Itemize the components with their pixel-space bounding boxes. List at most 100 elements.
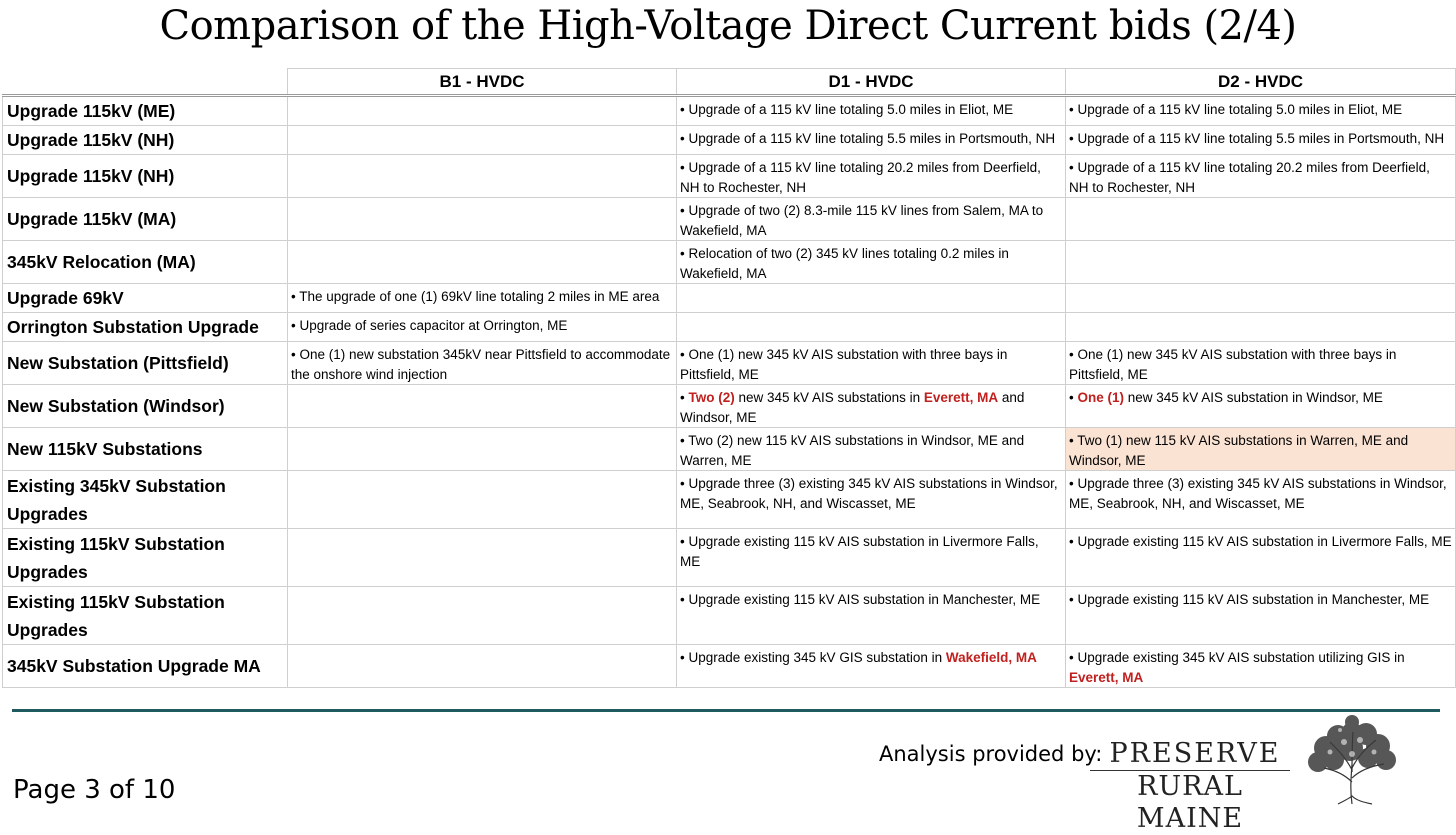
cell-d1: • Upgrade existing 115 kV AIS substation… bbox=[676, 528, 1066, 587]
emphasis-text: One (1) bbox=[1077, 390, 1124, 405]
page-number: Page 3 of 10 bbox=[13, 775, 176, 805]
table-row: Upgrade 115kV (NH) • Upgrade of a 115 kV … bbox=[2, 154, 1456, 198]
cell-text: • Two (2) new 115 kV AIS substations in … bbox=[680, 433, 1025, 468]
row-label: New Substation (Windsor) bbox=[2, 384, 288, 428]
cell-d1: • One (1) new 345 kV AIS substation with… bbox=[676, 341, 1066, 385]
table-row: New Substation (Windsor) • Two (2) new 34… bbox=[2, 384, 1456, 428]
table-row: Existing 345kV Substation Upgrades • Upgr… bbox=[2, 470, 1456, 529]
cell-d2: • Two (1) new 115 kV AIS substations in … bbox=[1065, 427, 1456, 471]
row-label: Upgrade 69kV bbox=[2, 283, 288, 313]
cell-d2 bbox=[1065, 312, 1456, 342]
row-label: Upgrade 115kV (NH) bbox=[2, 154, 288, 198]
table-row: Upgrade 115kV (NH) • Upgrade of a 115 kV … bbox=[2, 125, 1456, 155]
row-label: Upgrade 115kV (MA) bbox=[2, 197, 288, 241]
column-header-d2: D2 - HVDC bbox=[1065, 68, 1456, 97]
table-header-row: B1 - HVDC D1 - HVDC D2 - HVDC bbox=[2, 68, 1456, 97]
table-row: Orrington Substation Upgrade • Upgrade of… bbox=[2, 312, 1456, 342]
cell-b1 bbox=[287, 95, 677, 126]
cell-text: • Upgrade existing 345 kV GIS substation… bbox=[680, 650, 946, 665]
cell-text: new 345 kV AIS substation in Windsor, ME bbox=[1124, 390, 1383, 405]
cell-d2: • Upgrade existing 115 kV AIS substation… bbox=[1065, 586, 1456, 645]
cell-text: • Upgrade of a 115 kV line totaling 20.2… bbox=[680, 160, 1041, 195]
cell-text: • bbox=[1069, 390, 1078, 405]
cell-d1: • Relocation of two (2) 345 kV lines tot… bbox=[676, 240, 1066, 284]
cell-b1 bbox=[287, 528, 677, 587]
cell-text: • Upgrade of a 115 kV line totaling 5.5 … bbox=[680, 131, 1056, 146]
cell-text: • bbox=[680, 390, 689, 405]
emphasis-text: Two (2) bbox=[688, 390, 735, 405]
table-row: Existing 115kV Substation Upgrades • Upgr… bbox=[2, 586, 1456, 645]
cell-d1: • Upgrade existing 115 kV AIS substation… bbox=[676, 586, 1066, 645]
row-label: New Substation (Pittsfield) bbox=[2, 341, 288, 385]
cell-d1: • Upgrade of two (2) 8.3-mile 115 kV lin… bbox=[676, 197, 1066, 241]
cell-text: • Upgrade existing 345 kV AIS substation… bbox=[1069, 650, 1405, 665]
table-row: Upgrade 115kV (MA) • Upgrade of two (2) 8… bbox=[2, 197, 1456, 241]
cell-text: • Upgrade three (3) existing 345 kV AIS … bbox=[680, 476, 1058, 511]
cell-b1 bbox=[287, 644, 677, 688]
page-title: Comparison of the High-Voltage Direct Cu… bbox=[159, 3, 1297, 49]
cell-d1: • Two (2) new 345 kV AIS substations in … bbox=[676, 384, 1066, 428]
row-label: Existing 115kV Substation Upgrades bbox=[2, 586, 288, 645]
cell-text: • Upgrade existing 115 kV AIS substation… bbox=[680, 592, 1041, 607]
logo-line-2: RURAL MAINE bbox=[1090, 770, 1290, 835]
cell-d2: • One (1) new 345 kV AIS substation with… bbox=[1065, 341, 1456, 385]
cell-d1: • Upgrade existing 345 kV GIS substation… bbox=[676, 644, 1066, 688]
row-label: Existing 115kV Substation Upgrades bbox=[2, 528, 288, 587]
cell-b1 bbox=[287, 125, 677, 155]
table-row: New 115kV Substations • Two (2) new 115 k… bbox=[2, 427, 1456, 471]
cell-text: • Upgrade of a 115 kV line totaling 20.2… bbox=[1069, 160, 1430, 195]
cell-d1: • Upgrade of a 115 kV line totaling 5.5 … bbox=[676, 125, 1066, 155]
table-row: 345kV Relocation (MA) • Relocation of two… bbox=[2, 240, 1456, 284]
cell-b1: • One (1) new substation 345kV near Pitt… bbox=[287, 341, 677, 385]
cell-b1 bbox=[287, 427, 677, 471]
cell-d2: • Upgrade existing 115 kV AIS substation… bbox=[1065, 528, 1456, 587]
cell-text: • Two (1) new 115 kV AIS substations in … bbox=[1069, 433, 1409, 468]
cell-text: • Upgrade of series capacitor at Orringt… bbox=[291, 318, 568, 333]
cell-d2: • Upgrade of a 115 kV line totaling 5.5 … bbox=[1065, 125, 1456, 155]
cell-d1: • Upgrade of a 115 kV line totaling 20.2… bbox=[676, 154, 1066, 198]
row-label: Upgrade 115kV (ME) bbox=[2, 95, 288, 126]
cell-text: • Relocation of two (2) 345 kV lines tot… bbox=[680, 246, 1009, 281]
cell-d2: • Upgrade of a 115 kV line totaling 20.2… bbox=[1065, 154, 1456, 198]
cell-text: • Upgrade existing 115 kV AIS substation… bbox=[1069, 534, 1452, 549]
cell-text: and Windsor, ME bbox=[680, 390, 1025, 425]
cell-d1: • Upgrade of a 115 kV line totaling 5.0 … bbox=[676, 95, 1066, 126]
cell-text: • The upgrade of one (1) 69kV line total… bbox=[291, 289, 660, 304]
table-row: 345kV Substation Upgrade MA • Upgrade exi… bbox=[2, 644, 1456, 688]
cell-d2: • Upgrade existing 345 kV AIS substation… bbox=[1065, 644, 1456, 688]
row-label: 345kV Relocation (MA) bbox=[2, 240, 288, 284]
table-row: New Substation (Pittsfield) • One (1) new… bbox=[2, 341, 1456, 385]
footer-divider bbox=[12, 709, 1440, 712]
cell-text: • Upgrade of a 115 kV line totaling 5.0 … bbox=[1069, 102, 1403, 117]
table-row: Upgrade 115kV (ME) • Upgrade of a 115 kV … bbox=[2, 95, 1456, 126]
emphasis-text: Everett, MA bbox=[923, 390, 999, 405]
cell-d1: • Upgrade three (3) existing 345 kV AIS … bbox=[676, 470, 1066, 529]
cell-b1 bbox=[287, 197, 677, 241]
cell-b1 bbox=[287, 470, 677, 529]
row-label: Existing 345kV Substation Upgrades bbox=[2, 470, 288, 529]
cell-text: • One (1) new substation 345kV near Pitt… bbox=[291, 347, 671, 382]
analysis-credit: Analysis provided by: bbox=[879, 742, 1103, 766]
cell-b1 bbox=[287, 240, 677, 284]
column-header-b1: B1 - HVDC bbox=[287, 68, 677, 97]
cell-text: • Upgrade of a 115 kV line totaling 5.0 … bbox=[680, 102, 1014, 117]
comparison-table: B1 - HVDC D1 - HVDC D2 - HVDC Upgrade 11… bbox=[2, 68, 1456, 688]
cell-b1 bbox=[287, 384, 677, 428]
row-label: 345kV Substation Upgrade MA bbox=[2, 644, 288, 688]
cell-text: • One (1) new 345 kV AIS substation with… bbox=[680, 347, 1008, 382]
cell-text: • Upgrade existing 115 kV AIS substation… bbox=[680, 534, 1039, 569]
cell-d2: • Upgrade three (3) existing 345 kV AIS … bbox=[1065, 470, 1456, 529]
cell-d2 bbox=[1065, 197, 1456, 241]
cell-d1: • Two (2) new 115 kV AIS substations in … bbox=[676, 427, 1066, 471]
cell-d2 bbox=[1065, 240, 1456, 284]
table-row: Existing 115kV Substation Upgrades • Upgr… bbox=[2, 528, 1456, 587]
logo-line-1: PRESERVE bbox=[1109, 738, 1281, 769]
cell-b1 bbox=[287, 154, 677, 198]
emphasis-text: Everett, MA bbox=[1069, 669, 1144, 685]
row-label: Orrington Substation Upgrade bbox=[2, 312, 288, 342]
cell-d1 bbox=[676, 312, 1066, 342]
cell-text: new 345 kV AIS substations in bbox=[734, 390, 924, 405]
row-label: New 115kV Substations bbox=[2, 427, 288, 471]
cell-b1: • Upgrade of series capacitor at Orringt… bbox=[287, 312, 677, 342]
cell-d2: • One (1) new 345 kV AIS substation in W… bbox=[1065, 384, 1456, 428]
